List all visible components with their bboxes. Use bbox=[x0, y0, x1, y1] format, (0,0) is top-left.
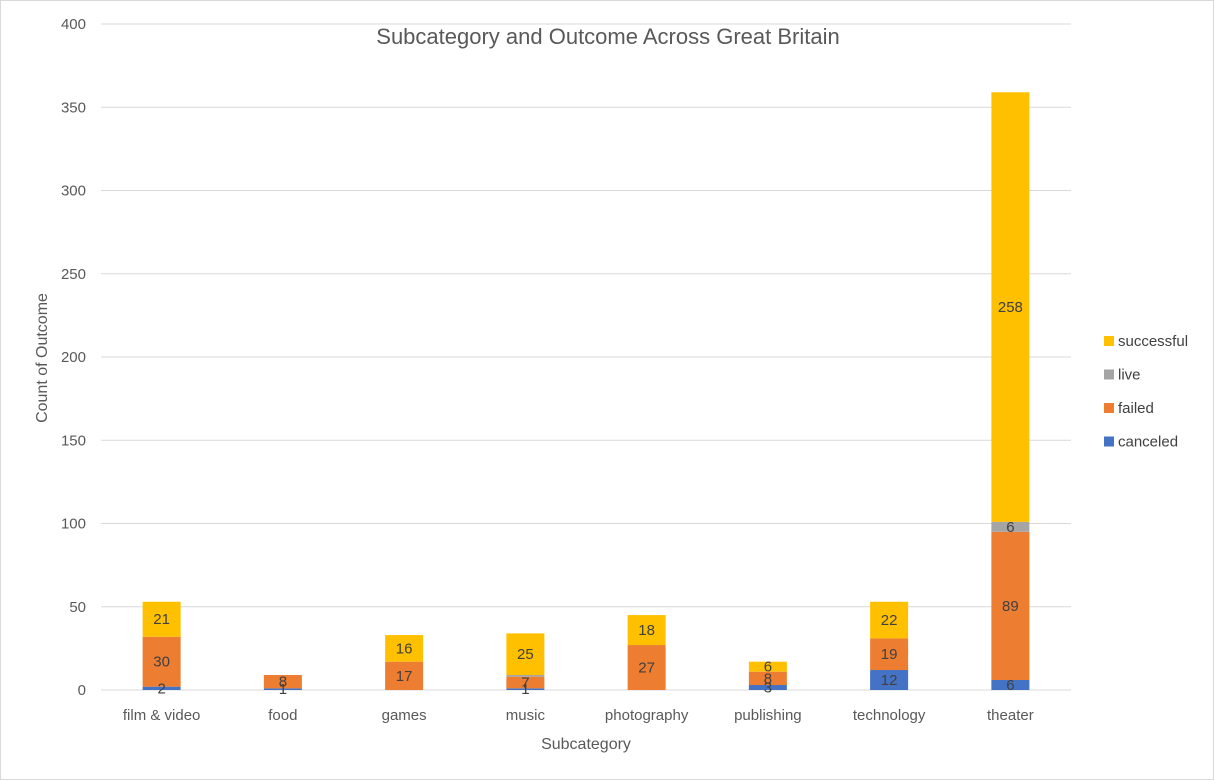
data-label-successful: 18 bbox=[638, 622, 655, 639]
data-label-canceled: 1 bbox=[521, 681, 529, 698]
x-tick-label: theater bbox=[987, 707, 1034, 724]
data-label-failed: 30 bbox=[153, 654, 170, 671]
y-axis-ticks: 0 50 100 150 200 250 300 350 400 bbox=[61, 16, 86, 699]
legend: successful live failed canceled bbox=[1104, 333, 1188, 451]
x-axis-ticks: film & video food games music photography pub… bbox=[123, 707, 1034, 724]
data-label-failed: 17 bbox=[396, 668, 413, 685]
y-tick-label: 200 bbox=[61, 349, 86, 366]
bar-segment-canceled bbox=[748, 685, 787, 690]
bar-segment-live bbox=[991, 521, 1030, 532]
bar-segment-successful bbox=[627, 615, 666, 646]
bar-segment-successful bbox=[142, 601, 181, 637]
bar-segment-failed bbox=[142, 636, 181, 687]
bar-segment-successful bbox=[385, 635, 424, 662]
legend-label-live: live bbox=[1118, 367, 1141, 384]
y-tick-label: 300 bbox=[61, 183, 86, 200]
bar-segment-canceled bbox=[142, 686, 181, 690]
y-tick-label: 100 bbox=[61, 516, 86, 533]
x-tick-label: photography bbox=[605, 707, 689, 724]
legend-label-canceled: canceled bbox=[1118, 434, 1178, 451]
data-label-successful: 258 bbox=[998, 299, 1023, 316]
legend-swatch-live bbox=[1104, 369, 1114, 380]
x-tick-label: technology bbox=[853, 707, 926, 724]
bars bbox=[142, 92, 1030, 690]
data-label-failed: 8 bbox=[764, 670, 772, 687]
data-label-failed: 27 bbox=[638, 660, 655, 677]
bar-segment-successful bbox=[506, 633, 545, 676]
data-label-successful: 22 bbox=[881, 612, 898, 629]
bar-segment-live bbox=[506, 675, 545, 677]
bar-segment-failed bbox=[506, 676, 545, 689]
bar-segment-failed bbox=[385, 661, 424, 690]
data-label-successful: 25 bbox=[517, 646, 534, 663]
bar-segment-canceled bbox=[263, 688, 302, 690]
bar-segment-failed bbox=[991, 531, 1030, 681]
chart-title: Subcategory and Outcome Across Great Bri… bbox=[376, 24, 839, 49]
data-label-failed: 8 bbox=[279, 674, 287, 691]
bar-segment-canceled bbox=[991, 680, 1030, 690]
bar-segment-failed bbox=[263, 675, 302, 689]
bar-segment-failed bbox=[627, 645, 666, 690]
data-label-successful: 21 bbox=[153, 611, 170, 628]
y-axis-title: Count of Outcome bbox=[34, 293, 51, 423]
bar-segment-successful bbox=[991, 92, 1030, 522]
data-label-canceled: 3 bbox=[764, 680, 772, 697]
bar-segment-canceled bbox=[506, 688, 545, 690]
y-tick-label: 50 bbox=[69, 599, 86, 616]
x-tick-label: music bbox=[506, 707, 546, 724]
legend-swatch-successful bbox=[1104, 336, 1114, 346]
x-tick-label: publishing bbox=[734, 707, 802, 724]
x-tick-label: games bbox=[382, 707, 427, 724]
bar-segment-canceled bbox=[870, 670, 909, 690]
legend-swatch-canceled bbox=[1104, 436, 1114, 447]
data-label-canceled: 12 bbox=[881, 672, 898, 689]
x-tick-label: film & video bbox=[123, 707, 201, 724]
data-label-successful: 6 bbox=[764, 659, 772, 676]
bar-segment-failed bbox=[870, 638, 909, 671]
bar-segment-failed bbox=[748, 671, 787, 686]
y-tick-label: 250 bbox=[61, 266, 86, 283]
data-label-failed: 7 bbox=[521, 675, 529, 692]
data-label-failed: 89 bbox=[1002, 598, 1019, 615]
data-label-live: 6 bbox=[1006, 519, 1014, 536]
legend-swatch-failed bbox=[1104, 403, 1114, 413]
bar-segment-successful bbox=[748, 661, 787, 672]
data-label-canceled: 6 bbox=[1006, 677, 1014, 694]
legend-label-successful: successful bbox=[1118, 333, 1188, 350]
data-label-canceled: 1 bbox=[279, 681, 287, 698]
legend-label-failed: failed bbox=[1118, 400, 1154, 417]
y-tick-label: 150 bbox=[61, 432, 86, 449]
y-tick-label: 350 bbox=[61, 99, 86, 116]
data-label-canceled: 2 bbox=[157, 680, 165, 697]
data-label-successful: 16 bbox=[396, 640, 413, 657]
data-label-failed: 19 bbox=[881, 646, 898, 663]
y-tick-label: 0 bbox=[78, 682, 86, 699]
y-tick-label: 400 bbox=[61, 16, 86, 33]
x-tick-label: food bbox=[268, 707, 297, 724]
gridlines bbox=[101, 23, 1071, 691]
bar-segment-successful bbox=[870, 601, 909, 639]
x-axis-title: Subcategory bbox=[541, 736, 631, 753]
